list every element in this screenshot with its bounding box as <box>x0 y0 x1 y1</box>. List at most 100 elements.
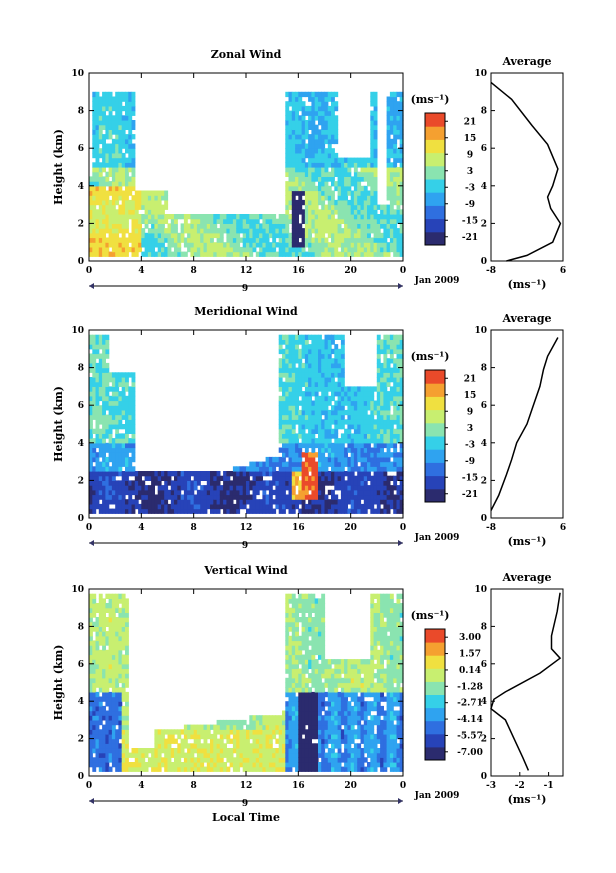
heatmap-cell <box>380 386 384 392</box>
heatmap-cell <box>399 181 404 187</box>
heatmap-cell <box>386 105 391 112</box>
heatmap-cell <box>95 232 100 239</box>
heatmap-cell <box>393 162 398 168</box>
heatmap-cell <box>102 677 106 684</box>
heatmap-cell <box>193 223 198 229</box>
heatmap-cell <box>350 456 355 463</box>
heatmap-cell <box>239 218 244 224</box>
heatmap-cell <box>125 414 129 420</box>
heatmap-cell <box>236 485 241 491</box>
heatmap-cell <box>115 400 120 406</box>
heatmap-cell <box>118 494 123 500</box>
heatmap-cell <box>89 598 93 604</box>
heatmap-cell <box>89 466 93 472</box>
heatmap-cell <box>252 475 257 481</box>
heatmap-cell <box>252 766 257 772</box>
heatmap-cell <box>288 475 293 481</box>
heatmap-cell <box>337 190 342 196</box>
heatmap-cell <box>242 246 247 253</box>
heatmap-cell <box>259 762 263 768</box>
heatmap-cell <box>121 129 126 135</box>
heatmap-cell <box>95 419 100 425</box>
heatmap-cell <box>288 729 293 735</box>
heatmap-cell <box>206 766 211 772</box>
heatmap-cell <box>383 456 388 463</box>
heatmap-cell <box>229 485 234 491</box>
heatmap-cell <box>174 480 178 486</box>
heatmap-cell <box>295 237 299 243</box>
heatmap-cell <box>367 414 371 420</box>
heatmap-cell <box>324 438 329 444</box>
heatmap-cell <box>337 176 342 182</box>
heatmap-cell <box>157 738 162 744</box>
heatmap-cell <box>131 232 136 239</box>
heatmap-cell <box>157 251 162 257</box>
heatmap-cell <box>324 124 329 130</box>
heatmap-cell <box>272 733 277 740</box>
heatmap-cell <box>154 199 159 206</box>
heatmap-cell <box>278 480 283 486</box>
heatmap-cell <box>357 442 362 449</box>
heatmap-cell <box>102 358 106 364</box>
heatmap-cell <box>291 762 296 768</box>
heatmap-cell <box>216 729 221 735</box>
heatmap-cell <box>115 466 120 472</box>
heatmap-cell <box>121 743 126 749</box>
heatmap-cell <box>301 414 306 420</box>
heatmap-cell <box>363 466 368 472</box>
heatmap-cell <box>278 246 283 253</box>
heatmap-cell <box>206 733 211 740</box>
heatmap-cell <box>105 348 110 355</box>
heatmap-cell <box>105 724 110 730</box>
heatmap-cell <box>108 508 113 514</box>
heatmap-cell <box>321 391 326 397</box>
heatmap-cell <box>308 414 312 420</box>
heatmap-cell <box>141 251 146 257</box>
heatmap-cell <box>111 621 116 627</box>
heatmap-cell <box>200 218 205 224</box>
heatmap-cell <box>115 471 120 477</box>
heatmap-cell <box>210 223 214 229</box>
heatmap-cell <box>311 381 316 387</box>
heatmap-cell <box>262 461 267 467</box>
heatmap-cell <box>252 757 257 763</box>
heatmap-cell <box>295 204 299 210</box>
heatmap-cell <box>200 508 205 514</box>
heatmap-cell <box>383 377 388 383</box>
heatmap-cell <box>180 499 185 505</box>
average-profile-line <box>490 337 559 511</box>
heatmap-cell <box>308 148 312 154</box>
heatmap-cell <box>370 185 375 192</box>
heatmap-cell <box>125 162 129 168</box>
heatmap-cell <box>92 214 97 220</box>
heatmap-cell <box>154 228 159 234</box>
heatmap-cell <box>246 748 250 754</box>
heatmap-cell <box>232 489 237 496</box>
heatmap-cell <box>288 663 293 670</box>
heatmap-cell <box>399 105 404 112</box>
heatmap-cell <box>118 654 123 660</box>
heatmap-cell <box>125 466 129 472</box>
heatmap-cell <box>304 480 309 486</box>
heatmap-cell <box>275 503 280 510</box>
heatmap-cell <box>89 719 93 726</box>
heatmap-cell <box>282 752 286 758</box>
heatmap-cell <box>213 223 218 229</box>
heatmap-cell <box>121 409 126 416</box>
average-y-tick-label: 6 <box>481 401 487 411</box>
heatmap-cell <box>203 738 208 744</box>
heatmap-cell <box>383 494 388 500</box>
heatmap-cell <box>370 134 375 140</box>
heatmap-cell <box>121 424 126 430</box>
heatmap-cell <box>95 134 100 140</box>
heatmap-cell <box>121 668 126 674</box>
heatmap-cell <box>321 91 326 98</box>
heatmap-cell <box>154 475 159 481</box>
heatmap-cell <box>393 218 398 224</box>
heatmap-cell <box>144 499 149 505</box>
heatmap-cell <box>125 181 129 187</box>
heatmap-cell <box>288 185 293 192</box>
heatmap-cell <box>213 733 218 740</box>
heatmap-cell <box>383 485 388 491</box>
heatmap-cell <box>206 475 211 481</box>
